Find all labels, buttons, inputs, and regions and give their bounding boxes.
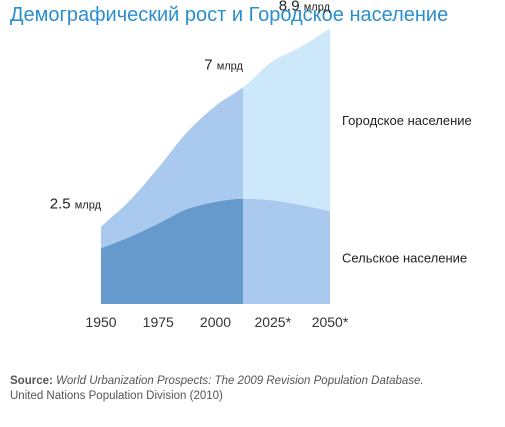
total-population-label: 8.9 млрд: [279, 0, 331, 15]
population-area-chart: 1950 1975 2000 2025* 2050* 2.5 млрд 7 млрд 8.9 …: [50, 0, 472, 330]
x-tick-label: 1950: [85, 314, 116, 330]
total-population-label: 7 млрд: [204, 56, 243, 73]
total-population-label: 2.5 млрд: [50, 196, 102, 213]
urban-area-historical: [101, 87, 243, 249]
source-line2: United Nations Population Division (2010…: [10, 390, 223, 402]
x-tick-label: 2050*: [312, 314, 349, 330]
source-title: World Urbanization Prospects: The 2009 R…: [56, 375, 424, 387]
x-tick-label: 2000: [200, 314, 231, 330]
x-tick-label: 2025*: [254, 314, 291, 330]
source-note: Source: World Urbanization Prospects: Th…: [10, 374, 424, 404]
urban-area-projection: [243, 28, 330, 212]
legend-rural-label: Сельское население: [342, 251, 467, 266]
source-key: Source:: [10, 375, 53, 387]
legend-urban-label: Городское население: [342, 113, 472, 128]
rural-area-projection: [243, 198, 330, 304]
rural-area-historical: [101, 198, 243, 304]
x-tick-label: 1975: [143, 314, 174, 330]
chart-title: Демографический рост и Городское населен…: [10, 4, 449, 26]
